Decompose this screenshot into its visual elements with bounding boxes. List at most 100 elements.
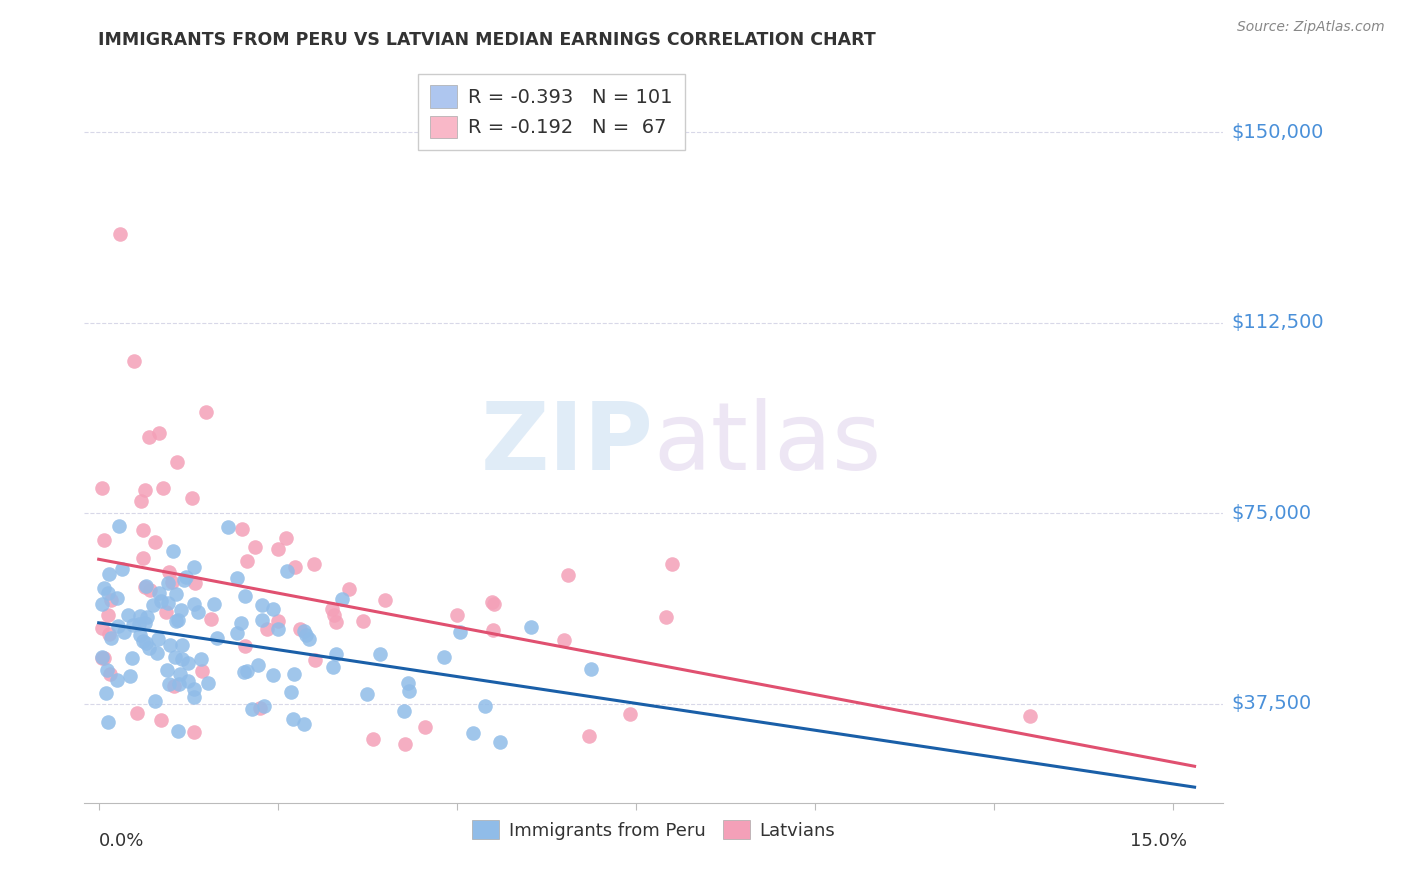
Point: [91, 649, 114, 664]
Point: [155, 605, 177, 619]
Point: [170, 603, 193, 617]
Point: [489, 734, 512, 748]
Point: [474, 699, 496, 714]
Point: [325, 647, 347, 661]
Point: [330, 591, 353, 606]
Point: [129, 608, 152, 623]
Point: [97, 714, 120, 729]
Point: [262, 602, 284, 616]
Legend: Immigrants from Peru, Latvians: Immigrants from Peru, Latvians: [464, 811, 844, 848]
Point: [165, 586, 187, 600]
Point: [177, 673, 200, 688]
Point: [135, 636, 157, 650]
Point: [283, 666, 305, 681]
Point: [108, 518, 131, 533]
Point: [172, 652, 194, 666]
Point: [247, 657, 270, 672]
Point: [337, 582, 360, 597]
Point: [262, 667, 284, 681]
Point: [217, 520, 239, 534]
Point: [134, 483, 156, 497]
Point: [91, 621, 114, 635]
Point: [124, 354, 146, 368]
Point: [167, 613, 190, 627]
Point: [321, 602, 343, 616]
Text: atlas: atlas: [654, 399, 882, 491]
Point: [236, 664, 259, 678]
Point: [231, 521, 253, 535]
Point: [280, 684, 302, 698]
Point: [619, 707, 641, 722]
Point: [183, 560, 205, 574]
Point: [481, 595, 503, 609]
Point: [253, 698, 276, 713]
Text: 0.0%: 0.0%: [98, 832, 143, 850]
Point: [160, 575, 183, 590]
Point: [169, 667, 191, 681]
Point: [195, 405, 218, 419]
Point: [290, 622, 312, 636]
Point: [183, 690, 205, 704]
Point: [148, 426, 170, 441]
Text: ZIP: ZIP: [481, 399, 654, 491]
Point: [165, 649, 187, 664]
Point: [392, 704, 415, 718]
Point: [111, 562, 134, 576]
Point: [190, 664, 212, 678]
Point: [136, 610, 159, 624]
Point: [135, 579, 157, 593]
Point: [107, 619, 129, 633]
Point: [159, 638, 181, 652]
Point: [127, 706, 149, 720]
Point: [163, 679, 186, 693]
Point: [295, 628, 318, 642]
Point: [134, 580, 156, 594]
Point: [180, 491, 202, 505]
Point: [481, 623, 503, 637]
Point: [266, 623, 288, 637]
Point: [100, 592, 122, 607]
Point: [108, 227, 131, 241]
Point: [132, 523, 155, 537]
Point: [553, 633, 575, 648]
Point: [461, 726, 484, 740]
Point: [356, 687, 378, 701]
Point: [117, 608, 139, 623]
Point: [91, 651, 114, 665]
Point: [174, 570, 197, 584]
Point: [1018, 709, 1040, 723]
Point: [368, 647, 391, 661]
Point: [97, 585, 120, 599]
Point: [134, 615, 156, 630]
Point: [94, 686, 117, 700]
Point: [156, 663, 179, 677]
Point: [274, 531, 297, 545]
Point: [579, 662, 602, 676]
Point: [149, 713, 172, 727]
Point: [197, 675, 219, 690]
Text: $112,500: $112,500: [1232, 313, 1324, 333]
Point: [142, 598, 165, 612]
Text: $75,000: $75,000: [1232, 504, 1312, 523]
Point: [131, 634, 153, 648]
Point: [267, 614, 290, 628]
Point: [654, 609, 676, 624]
Point: [93, 533, 115, 547]
Point: [91, 481, 114, 495]
Point: [156, 596, 179, 610]
Point: [374, 592, 396, 607]
Point: [128, 616, 150, 631]
Point: [131, 493, 153, 508]
Point: [200, 612, 222, 626]
Point: [118, 669, 141, 683]
Point: [276, 564, 298, 578]
Point: [231, 615, 253, 630]
Point: [167, 724, 190, 739]
Point: [482, 597, 505, 611]
Point: [225, 571, 247, 585]
Point: [446, 607, 468, 622]
Point: [322, 659, 344, 673]
Point: [245, 540, 267, 554]
Point: [361, 732, 384, 747]
Point: [149, 593, 172, 607]
